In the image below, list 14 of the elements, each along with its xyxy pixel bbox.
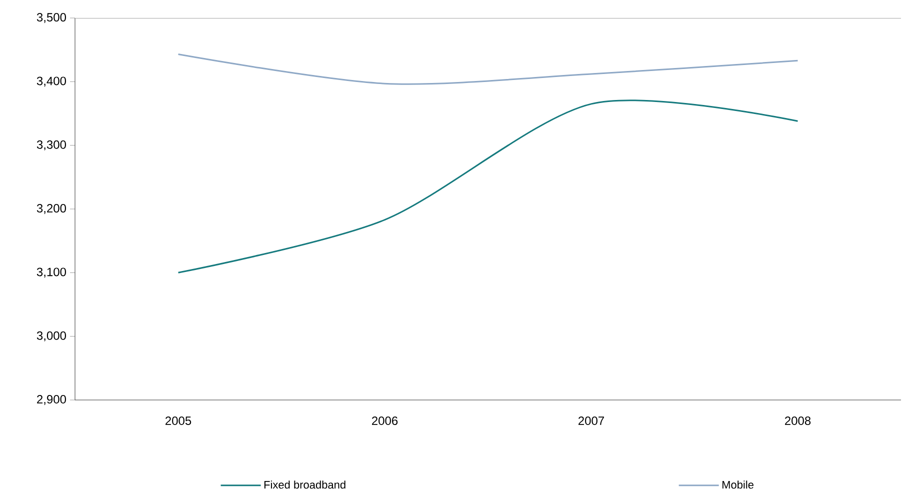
- y-tick-label: 3,400: [36, 76, 66, 87]
- y-tick-label: 3,500: [36, 13, 66, 23]
- x-tick-label: 2005: [166, 416, 192, 426]
- line-series: [178, 54, 798, 85]
- y-tick-label: 2,900: [37, 395, 66, 405]
- y-tick-label: 3,000: [36, 331, 66, 342]
- legend-label: Mobile: [722, 480, 754, 489]
- x-tick-label: 2008: [784, 416, 811, 426]
- legend-label: Fixed broadband: [264, 480, 346, 489]
- x-tick-label: 2006: [372, 416, 398, 426]
- y-tick-label: 3,300: [36, 140, 66, 150]
- y-tick-label: 3,200: [36, 204, 66, 214]
- x-tick-label: 2007: [578, 416, 604, 426]
- y-tick-label: 3,100: [36, 268, 66, 278]
